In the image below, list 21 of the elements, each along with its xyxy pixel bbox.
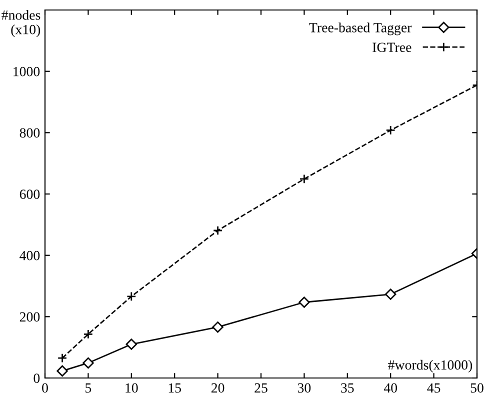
x-tick-label: 45	[427, 383, 440, 393]
x-tick-label: 35	[341, 383, 354, 393]
y-tick-label: 400	[20, 250, 40, 260]
y-tick-label: 1000	[14, 66, 40, 76]
x-tick-label: 0	[42, 383, 48, 393]
x-tick-label: 10	[126, 383, 138, 393]
legend-label: IGTree	[372, 42, 412, 52]
x-axis-title: #words(x1000)	[388, 360, 472, 372]
legend-label: Tree-based Tagger	[309, 22, 412, 36]
y-tick-label: 200	[20, 312, 40, 322]
y-tick-label: 800	[20, 128, 40, 138]
x-tick-label: 50	[470, 383, 484, 393]
x-tick-label: 5	[86, 383, 92, 393]
x-tick-label: 30	[298, 383, 311, 393]
x-tick-label: 20	[211, 383, 224, 393]
x-tick-label: 25	[254, 383, 268, 393]
x-tick-label: 40	[384, 383, 398, 393]
y-tick-label: 0	[34, 374, 40, 383]
x-tick-label: 15	[168, 383, 181, 393]
y-tick-label: 600	[20, 190, 40, 199]
y-axis-title: #nodes (x10)	[2, 10, 40, 38]
